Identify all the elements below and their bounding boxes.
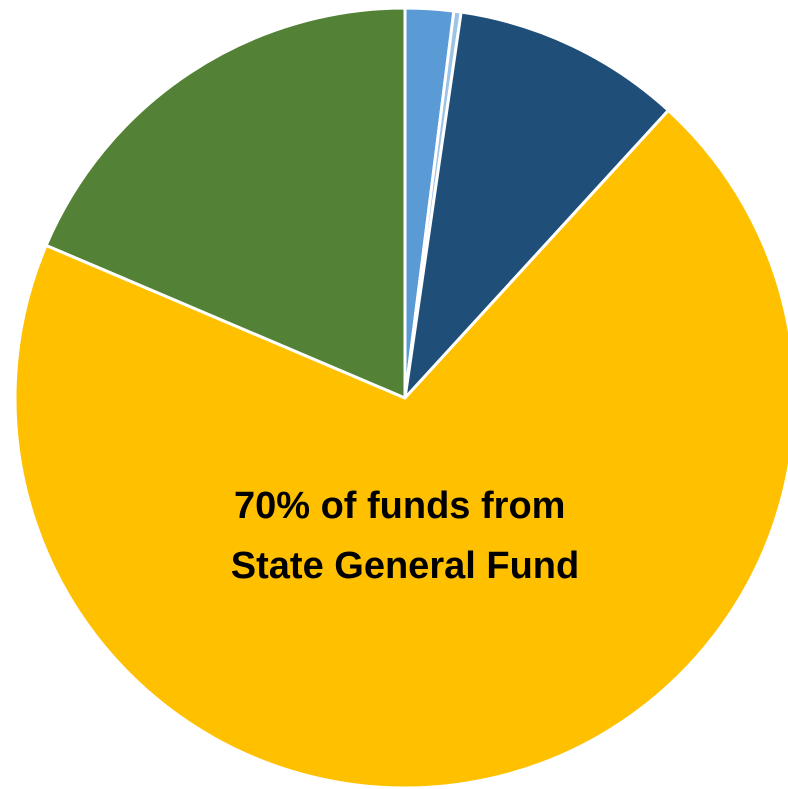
annotation-line-2: State General Fund xyxy=(231,545,579,587)
annotation-line-1: 70% of funds from xyxy=(234,485,565,527)
pie-slice-3 xyxy=(403,10,670,400)
pie-slices xyxy=(13,6,788,789)
pie-slice-4 xyxy=(13,108,788,789)
pie-annotation: 70% of funds from State General Fund xyxy=(231,485,579,587)
pie-slice-5 xyxy=(44,6,407,400)
